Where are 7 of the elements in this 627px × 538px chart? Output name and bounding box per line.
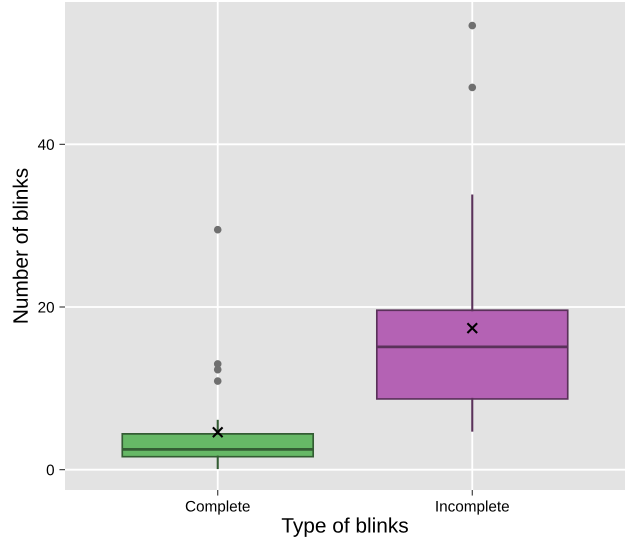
- x-tick-label: Incomplete: [436, 500, 509, 515]
- x-axis-title: Type of blinks: [282, 517, 408, 537]
- y-tick-label: 0: [46, 464, 54, 476]
- y-tick-label: 40: [38, 139, 54, 150]
- x-tick-label: Complete: [186, 500, 250, 515]
- y-tick-label: 20: [38, 302, 54, 313]
- y-axis-title: Number of blinks: [12, 168, 28, 322]
